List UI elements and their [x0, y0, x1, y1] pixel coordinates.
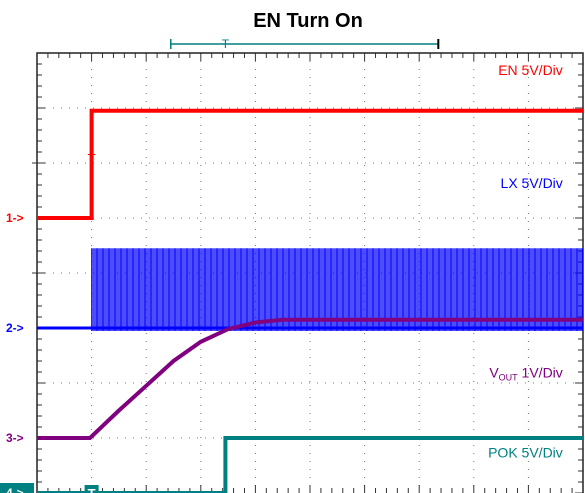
trace-3: [37, 317, 583, 440]
channel-marker-2: 2->: [6, 321, 24, 335]
trace-label-3: VOUT 1V/Div: [489, 365, 562, 383]
trace-labels: EN 5V/Div LX 5V/Div VOUT 1V/Div POK 5V/Div: [488, 62, 563, 460]
trigger-marker-pok: T: [88, 486, 96, 493]
trace-label-4: POK 5V/Div: [488, 444, 563, 460]
time-cursor-marker: T: [222, 37, 230, 51]
trace-4: [37, 436, 583, 493]
trace-lx-switching: [91, 248, 583, 331]
channel-marker-bg: [0, 483, 34, 493]
channel-marker-4: 4->: [6, 486, 24, 493]
trigger-badge-pok: [84, 485, 99, 493]
trace-label-1: EN 5V/Div: [498, 62, 563, 78]
trigger-marker-en: T: [88, 151, 96, 166]
time-cursor-bar: T: [170, 37, 440, 51]
trace-label-2: LX 5V/Div: [501, 175, 563, 191]
chart-title: EN Turn On: [253, 10, 363, 32]
traces: TT: [37, 108, 583, 493]
channel-marker-3: 3->: [6, 431, 24, 445]
trace-1: [37, 108, 583, 220]
channel-markers: 1-> 2-> 3-> 4->: [0, 162, 37, 493]
channel-marker-1: 1->: [6, 211, 24, 225]
